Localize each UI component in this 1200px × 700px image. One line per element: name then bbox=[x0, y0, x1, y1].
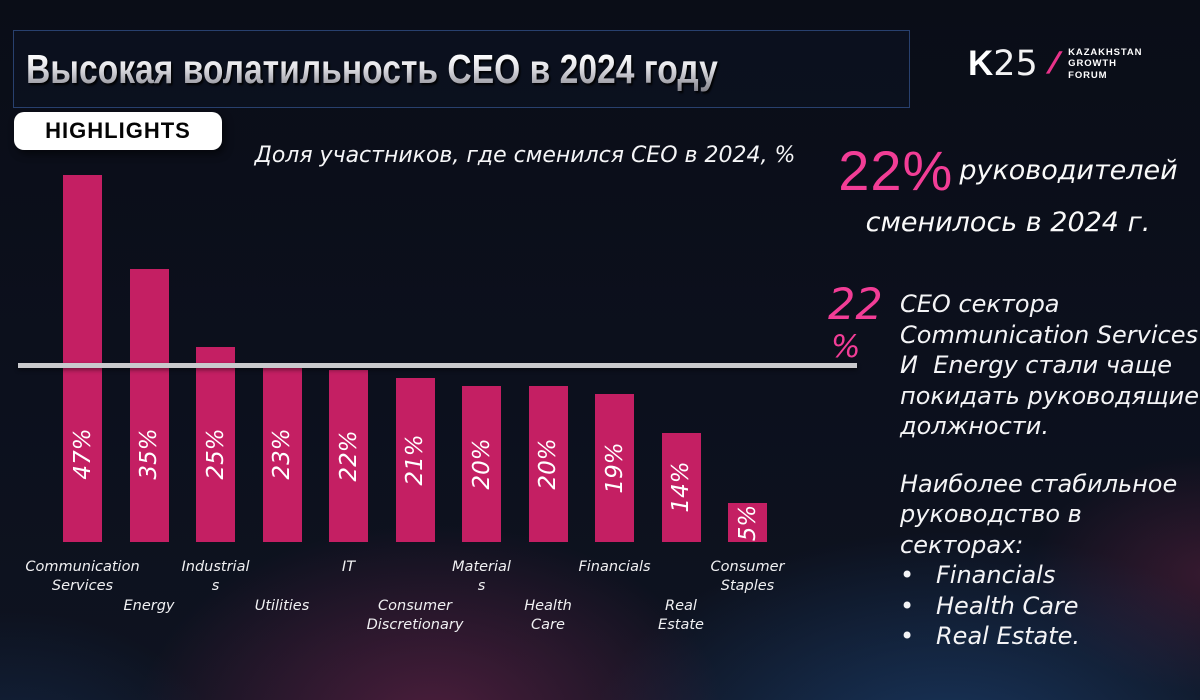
category-label-line: Health bbox=[524, 598, 572, 614]
bullet-icon: • bbox=[900, 591, 915, 620]
category-label-line: Industrial bbox=[181, 559, 250, 575]
category-label-line: Consumer bbox=[710, 559, 785, 575]
bar-value-label: 25% bbox=[202, 428, 229, 480]
bar-value-label: 35% bbox=[136, 428, 162, 480]
logo-25: 25 bbox=[993, 44, 1038, 84]
highlights-label: HIGHLIGHTS bbox=[45, 118, 191, 143]
bar-value-label: 23% bbox=[269, 428, 295, 480]
note-line: И Energy стали чаще bbox=[900, 351, 1172, 379]
stable-sector-item: • Financials bbox=[900, 560, 1200, 591]
bar-value-label: 19% bbox=[601, 442, 628, 494]
note-stat: 22 % bbox=[828, 284, 883, 363]
note-line: Communication Services bbox=[900, 320, 1198, 349]
stable-sector-label: Real Estate. bbox=[936, 622, 1081, 650]
category-label: Energy bbox=[82, 597, 216, 616]
chart-title: Доля участников, где сменился CEO в 2024… bbox=[254, 143, 796, 168]
note-line: руководство в bbox=[900, 500, 1082, 528]
category-label: Consumer Staples bbox=[681, 558, 815, 596]
bar-value-label: 20% bbox=[535, 438, 561, 490]
logo-k-letter: K bbox=[968, 44, 994, 83]
category-label: Material s bbox=[415, 558, 549, 596]
bar bbox=[395, 378, 435, 542]
category-label: Industrial s bbox=[149, 558, 283, 596]
note-line: должности. bbox=[900, 412, 1050, 440]
bar bbox=[63, 175, 102, 542]
logo-k25: K 25 bbox=[968, 44, 1038, 84]
chart-plot-area: 47% Communication Services 35% Energy 25% Indu… bbox=[16, 175, 815, 635]
average-reference-line bbox=[18, 363, 857, 368]
category-label-line: Energy bbox=[123, 598, 175, 614]
note-line: секторах: bbox=[900, 530, 1024, 559]
bullet-icon: • bbox=[900, 622, 915, 650]
logo-wordmark-line: FORUM bbox=[1068, 69, 1108, 81]
bar-value-label: 14% bbox=[668, 461, 694, 513]
category-label-line: Discretionary bbox=[366, 617, 464, 634]
key-stat-value: 22% bbox=[838, 139, 954, 202]
bar-value-label: 21% bbox=[402, 434, 428, 486]
key-stat-headline: 22% руководителей сменилось в 2024 г. bbox=[838, 138, 1178, 238]
note-paragraph-2: Наиболее стабильное руководство в секторах… bbox=[900, 469, 1200, 561]
category-label: Consumer Discretionary bbox=[348, 597, 482, 635]
category-label: Real Estate bbox=[614, 597, 748, 635]
key-stat-line1: 22% руководителей bbox=[838, 138, 1178, 203]
category-label: IT bbox=[282, 558, 416, 577]
logo-slash-icon: / bbox=[1045, 47, 1061, 80]
bar bbox=[462, 386, 501, 542]
logo-wordmark-line: GROWTH bbox=[1068, 58, 1117, 70]
note-line: покидать руководящие bbox=[900, 381, 1199, 410]
stable-sector-label: Health Care bbox=[936, 591, 1079, 620]
stable-sector-item: • Health Care bbox=[900, 591, 1200, 622]
slide-title-box: Высокая волатильность CEO в 2024 году bbox=[13, 30, 910, 108]
category-label-line: Real bbox=[665, 598, 697, 614]
key-stat-line2: сменилось в 2024 г. bbox=[865, 207, 1151, 238]
bar bbox=[661, 432, 701, 542]
category-label-line: Care bbox=[531, 617, 565, 634]
category-label-line: Staples bbox=[720, 578, 775, 595]
logo-wordmark-line: KAZAKHSTAN bbox=[1068, 47, 1143, 59]
category-label-line: Financials bbox=[578, 559, 651, 575]
bullet-icon: • bbox=[900, 561, 915, 589]
bar bbox=[728, 503, 767, 542]
bar bbox=[329, 370, 368, 542]
logo-wordmark: KAZAKHSTAN GROWTH FORUM bbox=[1068, 47, 1142, 81]
bar-value-label: 22% bbox=[335, 430, 362, 482]
category-label-line: Communication bbox=[25, 559, 140, 575]
key-stat-text: руководителей bbox=[959, 155, 1178, 186]
note-text: CEO сектора Communication Services И Energ… bbox=[900, 289, 1200, 652]
note-stat-number: 22 bbox=[828, 280, 883, 330]
category-label-line: Services bbox=[51, 578, 114, 595]
bar bbox=[129, 269, 169, 542]
category-label: Health Care bbox=[481, 597, 615, 635]
bar bbox=[196, 347, 235, 542]
category-label: Financials bbox=[548, 558, 682, 577]
category-label-line: IT bbox=[341, 559, 356, 575]
bar bbox=[595, 393, 634, 542]
stable-sectors-list: • Financials • Health Care • Real Estate. bbox=[900, 560, 1200, 652]
kgf-logo: K 25 / KAZAKHSTAN GROWTH FORUM bbox=[968, 44, 1142, 84]
note-paragraph-1: CEO сектора Communication Services И Energ… bbox=[900, 289, 1200, 442]
bar bbox=[528, 386, 568, 542]
note-line: CEO сектора bbox=[900, 290, 1060, 318]
bar bbox=[262, 362, 302, 542]
category-label: Communication Services bbox=[16, 558, 150, 596]
stable-sector-item: • Real Estate. bbox=[900, 621, 1200, 652]
category-label-line: Consumer bbox=[378, 598, 452, 614]
highlights-badge: HIGHLIGHTS bbox=[14, 112, 222, 150]
bar-value-label: 47% bbox=[69, 428, 96, 480]
category-label-line: Estate bbox=[658, 617, 704, 634]
bar-value-label: 5% bbox=[734, 504, 761, 541]
note-line: Наиболее стабильное bbox=[900, 469, 1178, 498]
category-label-line: Utilities bbox=[254, 598, 310, 614]
category-label: Utilities bbox=[215, 597, 349, 616]
category-label-line: Material bbox=[452, 559, 511, 575]
category-label-line: s bbox=[477, 578, 486, 595]
bar-value-label: 20% bbox=[468, 438, 495, 490]
stable-sector-label: Financials bbox=[936, 561, 1056, 589]
note-stat-percent: % bbox=[831, 329, 861, 365]
slide-title: Высокая волатильность CEO в 2024 году bbox=[26, 45, 718, 92]
category-label-line: s bbox=[211, 578, 220, 595]
